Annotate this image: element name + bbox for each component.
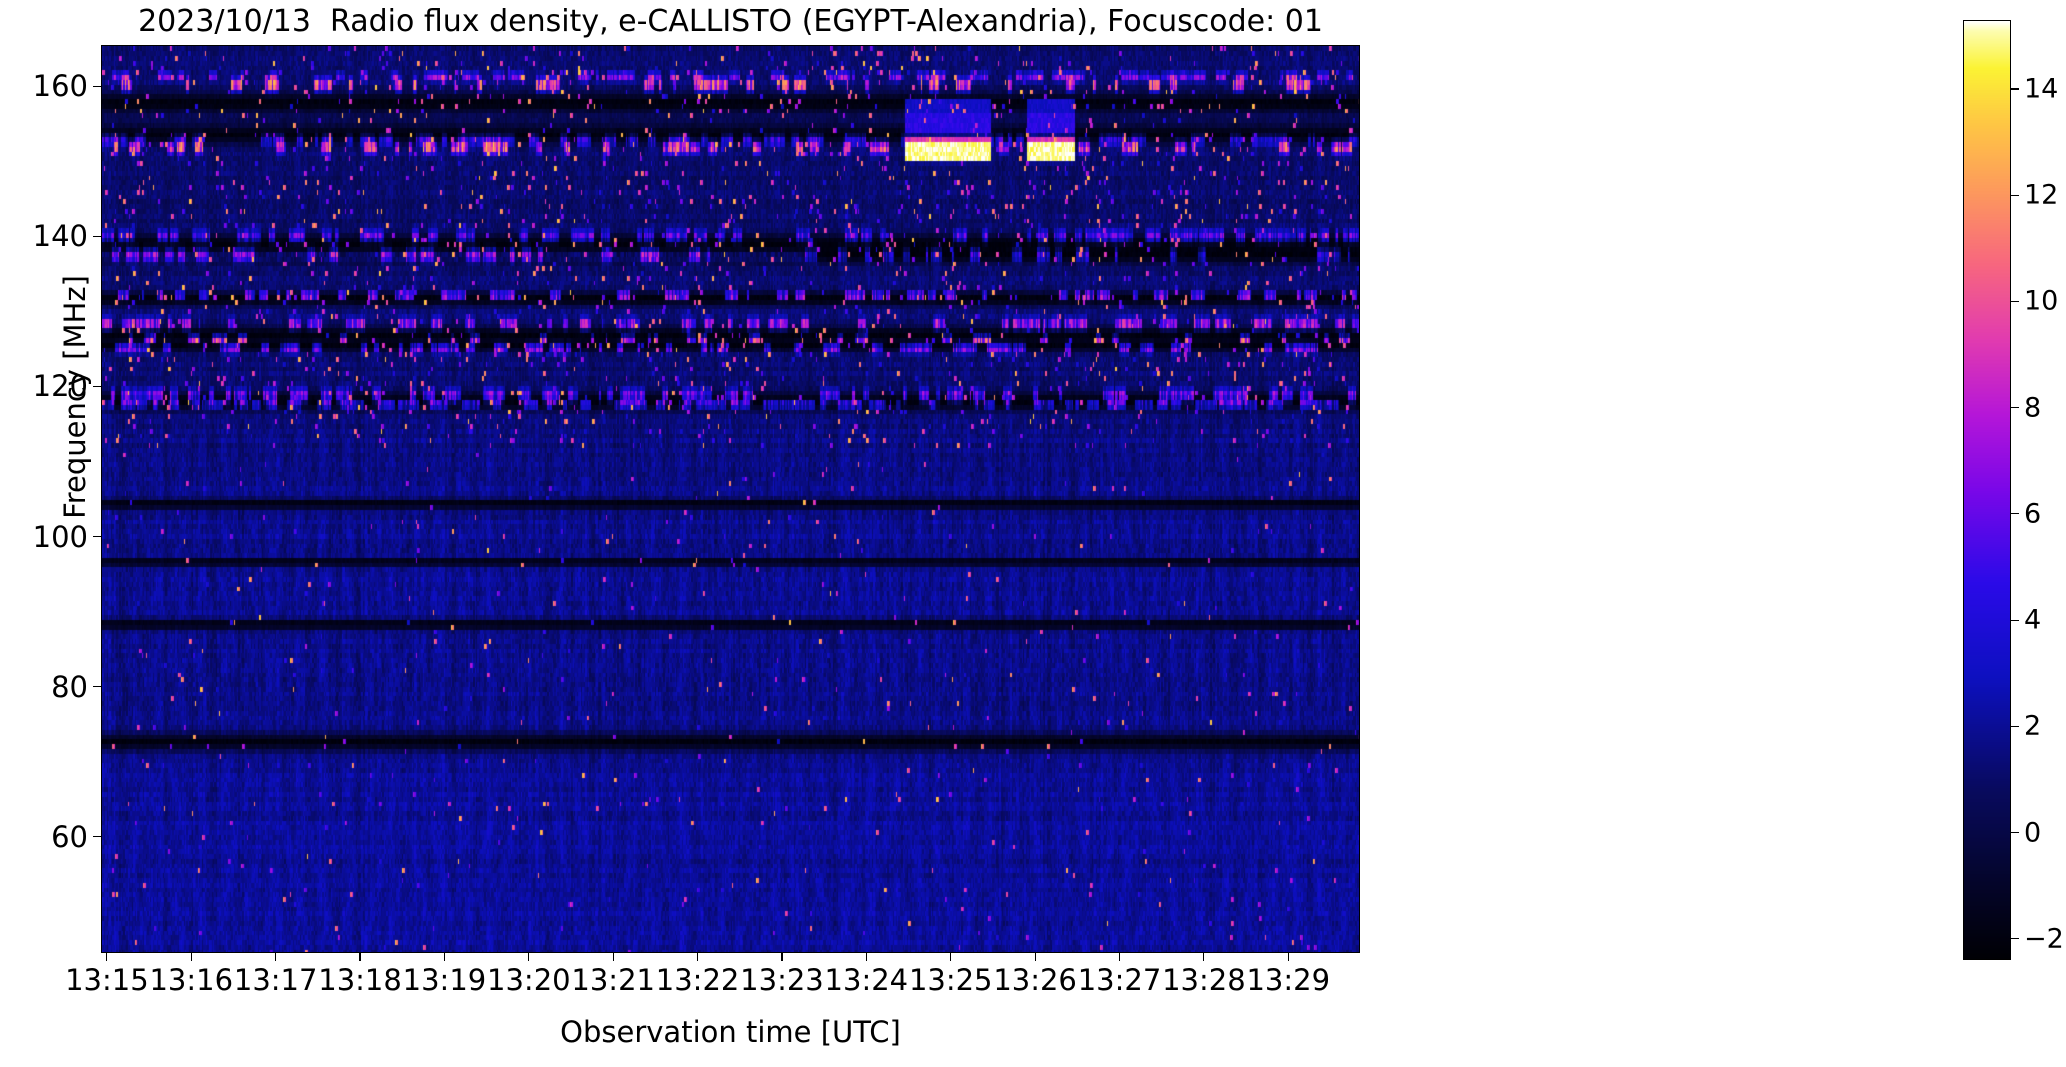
x-tick-label-13-25: 13:25	[908, 963, 993, 997]
x-tick-mark	[781, 953, 783, 961]
x-tick-mark	[1287, 953, 1289, 961]
x-tick-mark	[528, 953, 530, 961]
x-tick-mark	[359, 953, 361, 961]
colorbar-tick-label-0: 0	[2024, 817, 2042, 849]
x-tick-mark	[1203, 953, 1205, 961]
spectrogram-axes[interactable]	[101, 45, 1360, 953]
colorbar-tick-mark	[2011, 194, 2019, 196]
x-tick-label-13-19: 13:19	[402, 963, 487, 997]
x-tick-mark	[443, 953, 446, 961]
x-tick-label-13-22: 13:22	[655, 963, 740, 997]
page-title: 2023/10/13 Radio flux density, e-CALLIST…	[138, 4, 1323, 39]
x-tick-mark	[190, 953, 192, 961]
colorbar-tick-label-6: 6	[2024, 498, 2042, 530]
colorbar-tick-label-10: 10	[2024, 285, 2059, 317]
x-tick-mark	[950, 953, 952, 961]
y-tick-mark	[93, 85, 101, 87]
y-tick-label-140: 140	[32, 219, 88, 254]
x-tick-label-13-17: 13:17	[233, 963, 318, 997]
colorbar-tick-mark	[2011, 619, 2019, 621]
x-tick-label-13-24: 13:24	[824, 963, 909, 997]
y-tick-label-80: 80	[51, 669, 88, 704]
x-tick-label-13-29: 13:29	[1246, 963, 1331, 997]
x-tick-label-13-21: 13:21	[571, 963, 655, 997]
colorbar-gradient	[1964, 21, 2010, 959]
colorbar-tick-mark	[2011, 88, 2019, 90]
colorbar-tick-mark	[2011, 407, 2019, 409]
colorbar[interactable]	[1963, 20, 2011, 960]
x-tick-mark	[1034, 953, 1036, 961]
y-tick-mark	[93, 836, 101, 838]
x-tick-mark	[275, 953, 277, 961]
y-tick-label-160: 160	[32, 69, 88, 104]
x-tick-mark	[106, 953, 108, 961]
y-tick-mark	[93, 535, 101, 538]
y-tick-label-120: 120	[32, 369, 88, 404]
colorbar-tick-label-8: 8	[2024, 392, 2042, 424]
spectrogram-image[interactable]	[102, 46, 1359, 952]
y-tick-mark	[93, 686, 101, 688]
y-tick-mark	[93, 235, 101, 237]
colorbar-tick-label--2: −2	[2024, 923, 2064, 955]
x-tick-label-13-15: 13:15	[65, 963, 149, 997]
x-tick-label-13-20: 13:20	[487, 963, 571, 997]
y-tick-label-100: 100	[32, 519, 88, 554]
colorbar-tick-label-14: 14	[2024, 73, 2059, 105]
x-tick-label-13-26: 13:26	[993, 963, 1077, 997]
x-tick-label-13-27: 13:27	[1077, 963, 1162, 997]
colorbar-tick-mark	[2011, 725, 2019, 727]
x-tick-label-13-23: 13:23	[740, 963, 824, 997]
x-tick-label-13-16: 13:16	[149, 963, 234, 997]
x-tick-label-13-18: 13:18	[318, 963, 402, 997]
colorbar-tick-label-12: 12	[2024, 179, 2059, 211]
x-tick-mark	[696, 953, 699, 961]
colorbar-tick-mark	[2011, 938, 2019, 940]
x-axis-label: Observation time [UTC]	[560, 1015, 901, 1049]
x-tick-label-13-28: 13:28	[1162, 963, 1246, 997]
colorbar-tick-mark	[2011, 300, 2019, 303]
colorbar-tick-label-4: 4	[2024, 604, 2042, 636]
x-tick-mark	[612, 953, 614, 961]
x-tick-mark	[1118, 953, 1121, 961]
colorbar-tick-mark	[2011, 831, 2019, 834]
y-tick-mark	[93, 385, 101, 388]
x-tick-mark	[865, 953, 867, 961]
y-tick-label-60: 60	[51, 819, 88, 854]
colorbar-tick-mark	[2011, 513, 2019, 515]
colorbar-tick-label-2: 2	[2024, 710, 2042, 742]
